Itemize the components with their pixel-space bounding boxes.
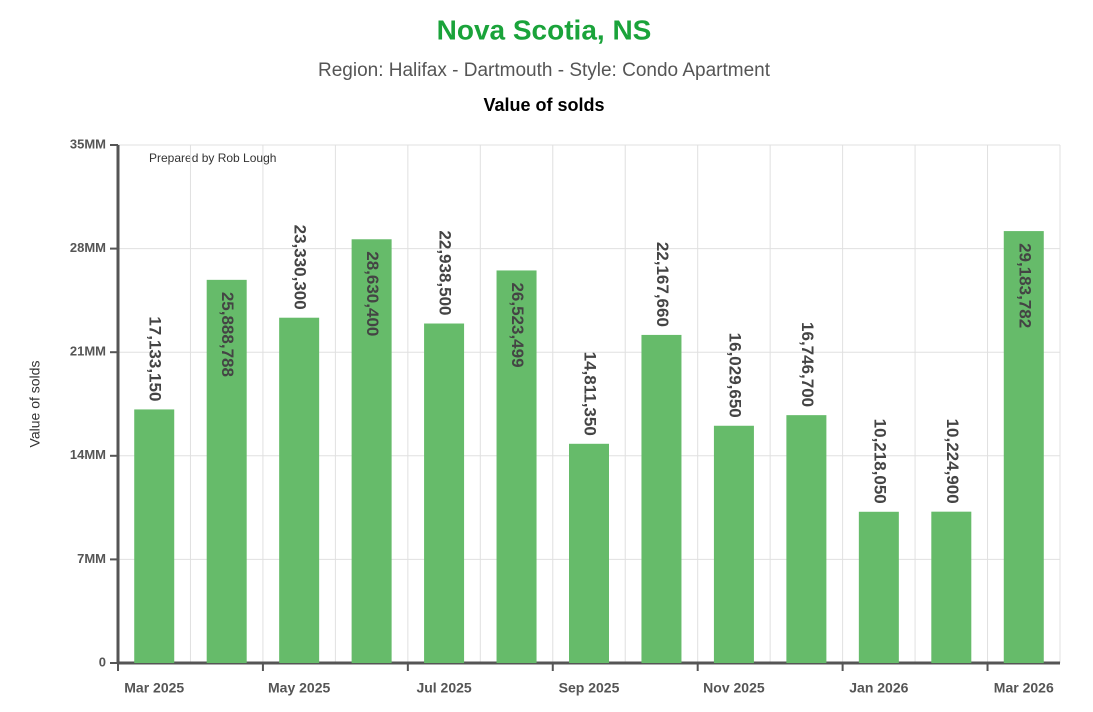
y-tick-label: 0 [99,654,106,669]
y-tick-label: 14MM [70,447,106,462]
plot-title: Value of solds [483,95,604,115]
bar [858,511,899,663]
data-label: 23,330,300 [291,225,310,310]
data-label: 26,523,499 [508,282,527,367]
y-axis-label: Value of solds [27,361,43,448]
chart-title: Nova Scotia, NS [437,14,652,45]
data-label: 14,811,350 [581,352,600,436]
x-tick-label: Nov 2025 [703,680,765,696]
bar [351,239,392,663]
data-label: 17,133,150 [146,316,165,401]
x-tick-label: Jan 2026 [849,680,908,696]
x-tick-label: Jul 2025 [416,680,471,696]
bar [569,443,609,663]
bar [641,334,682,663]
bar [424,323,465,663]
data-label: 10,224,900 [943,419,962,504]
y-tick-label: 7MM [77,551,106,566]
x-tick-label: Mar 2026 [994,680,1054,696]
bar [1003,231,1044,664]
bar [786,415,827,663]
bar [279,317,320,663]
bar [931,511,972,663]
y-tick-label: 35MM [70,136,106,151]
chart-subtitle: Region: Halifax - Dartmouth - Style: Con… [318,60,771,81]
data-label: 25,888,788 [218,292,237,377]
annotation: Prepared by Rob Lough [149,151,276,165]
bar [134,409,175,663]
x-tick-label: Sep 2025 [559,680,620,696]
bar [713,425,754,663]
data-label: 16,029,650 [725,333,744,418]
data-label: 29,183,782 [1015,243,1034,328]
y-tick-label: 21MM [70,344,106,359]
bar [206,279,247,663]
data-label: 10,218,050 [870,419,889,504]
data-label: 28,630,400 [363,251,382,336]
data-label: 16,746,700 [798,322,817,407]
x-tick-label: Mar 2025 [124,680,184,696]
y-tick-label: 28MM [70,240,106,255]
bar [496,270,537,663]
x-tick-label: May 2025 [268,680,330,696]
data-label: 22,938,500 [436,230,455,315]
data-label: 22,167,660 [653,242,672,327]
